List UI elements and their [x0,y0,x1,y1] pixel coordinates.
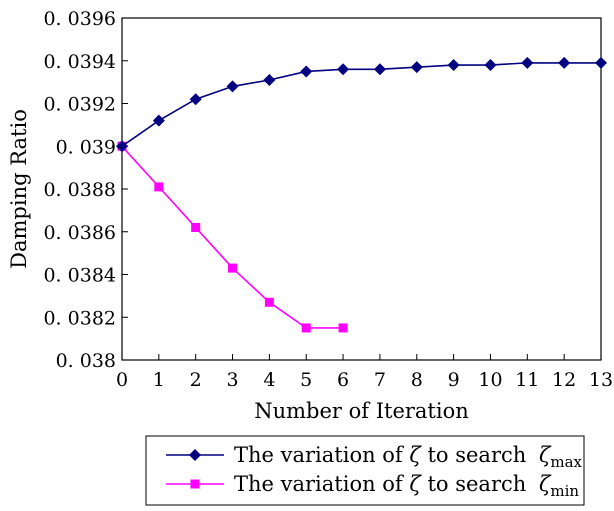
x-tick-label: 9 [448,369,460,391]
x-tick-label: 13 [589,369,613,391]
x-tick-label: 12 [552,369,576,391]
x-axis-title: Number of Iteration [254,399,469,423]
data-point-max [521,57,533,69]
y-tick-label: 0. 0388 [43,179,116,201]
legend-marker [191,480,200,489]
series-line-max [122,63,601,146]
data-point-max [153,115,165,127]
y-tick-label: 0. 0384 [43,265,116,287]
y-tick-label: 0. 0394 [43,51,116,73]
y-tick-label: 0. 0396 [43,8,116,30]
series-line-min [122,146,343,328]
legend-label: The variation of ζ to search ζmin [234,472,579,500]
y-tick-label: 0. 038 [56,350,116,372]
data-point-max [190,93,202,105]
y-tick-label: 0. 039 [56,136,116,158]
x-tick-label: 3 [226,369,238,391]
y-tick-label: 0. 0392 [43,94,116,116]
data-point-max [411,61,423,73]
data-point-min [191,223,200,232]
series-max [116,57,607,152]
x-tick-label: 4 [263,369,275,391]
data-point-max [448,59,460,71]
series-layer [116,57,607,333]
x-tick-label: 6 [337,369,349,391]
x-tick-label: 10 [478,369,502,391]
data-point-min [154,182,163,191]
x-tick-label: 5 [300,369,312,391]
data-point-min [302,323,311,332]
y-tick-label: 0. 0386 [43,222,116,244]
data-point-max [337,63,349,75]
x-tick-label: 0 [116,369,128,391]
data-point-min [265,298,274,307]
x-tick-label: 1 [153,369,165,391]
data-point-max [595,57,607,69]
legend-label: The variation of ζ to search ζmax [234,443,583,471]
data-point-max [263,74,275,86]
data-point-min [339,323,348,332]
y-tick-label: 0. 0382 [43,307,116,329]
data-point-min [228,264,237,273]
x-tick-label: 2 [190,369,202,391]
data-point-max [374,63,386,75]
y-axis-title: Damping Ratio [7,109,31,269]
x-tick-label: 11 [515,369,539,391]
data-point-max [300,65,312,77]
data-point-max [484,59,496,71]
x-tick-label: 8 [411,369,423,391]
x-tick-label: 7 [374,369,386,391]
series-min [118,142,348,333]
data-point-max [227,80,239,92]
data-point-max [558,57,570,69]
